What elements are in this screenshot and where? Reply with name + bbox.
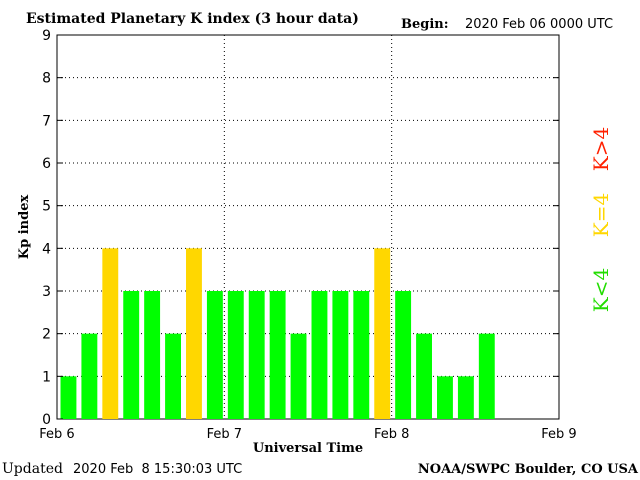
x-axis-label: Universal Time xyxy=(253,441,363,456)
credit-text: NOAA/SWPC Boulder, CO USA xyxy=(418,462,639,477)
y-tick-label: 1 xyxy=(42,369,51,385)
kp-bar xyxy=(227,291,244,419)
x-tick-label: Feb 6 xyxy=(39,427,74,442)
kp-bar xyxy=(478,333,495,419)
kp-bar xyxy=(81,333,98,419)
x-tick-label: Feb 9 xyxy=(541,427,576,442)
kp-bar xyxy=(186,248,202,419)
kp-bar xyxy=(332,291,349,419)
kp-bar xyxy=(269,291,286,419)
y-tick-label: 9 xyxy=(42,28,51,44)
kp-bar xyxy=(102,248,119,419)
kp-bar xyxy=(165,333,181,419)
updated-value: 2020 Feb 8 15:30:03 UTC xyxy=(73,462,242,477)
legend-high: K>4 xyxy=(589,127,613,171)
y-tick-label: 6 xyxy=(42,156,51,172)
kp-bar xyxy=(353,291,370,419)
kp-bar xyxy=(395,291,412,419)
y-tick-label: 3 xyxy=(42,284,51,300)
y-tick-label: 5 xyxy=(42,199,51,215)
y-tick-label: 4 xyxy=(42,241,51,257)
grid-lines xyxy=(57,35,559,419)
y-tick-label: 8 xyxy=(42,71,51,87)
bars xyxy=(60,248,495,419)
begin-label: Begin: xyxy=(401,17,449,32)
x-tick-label: Feb 8 xyxy=(374,427,409,442)
y-tick-label: 7 xyxy=(42,113,51,129)
kp-bar xyxy=(248,291,265,419)
kp-bar xyxy=(416,333,432,419)
kp-bar xyxy=(374,248,391,419)
legend-low: K<4 xyxy=(589,268,613,312)
kp-bar xyxy=(457,376,474,419)
updated-label: Updated xyxy=(2,461,63,477)
kp-bar xyxy=(290,333,307,419)
kp-bar xyxy=(311,291,328,419)
begin-value: 2020 Feb 06 0000 UTC xyxy=(465,17,613,32)
kp-bar xyxy=(206,291,223,419)
x-ticks: Feb 6 Feb 7 Feb 8 Feb 9 xyxy=(39,427,576,442)
x-tick-label: Feb 7 xyxy=(207,427,242,442)
kp-bar xyxy=(144,291,161,419)
legend-equal: K=4 xyxy=(589,193,613,237)
kp-bar xyxy=(123,291,140,419)
kp-bar xyxy=(60,376,77,419)
plot-frame xyxy=(56,34,560,420)
y-axis-label: Kp index xyxy=(17,195,32,260)
kp-bar xyxy=(437,376,453,419)
y-tick-label: 2 xyxy=(42,327,51,343)
y-ticks: 0 1 2 3 4 5 6 7 8 9 xyxy=(42,28,559,428)
y-tick-label: 0 xyxy=(42,412,51,428)
chart-title: Estimated Planetary K index (3 hour data… xyxy=(26,11,359,27)
